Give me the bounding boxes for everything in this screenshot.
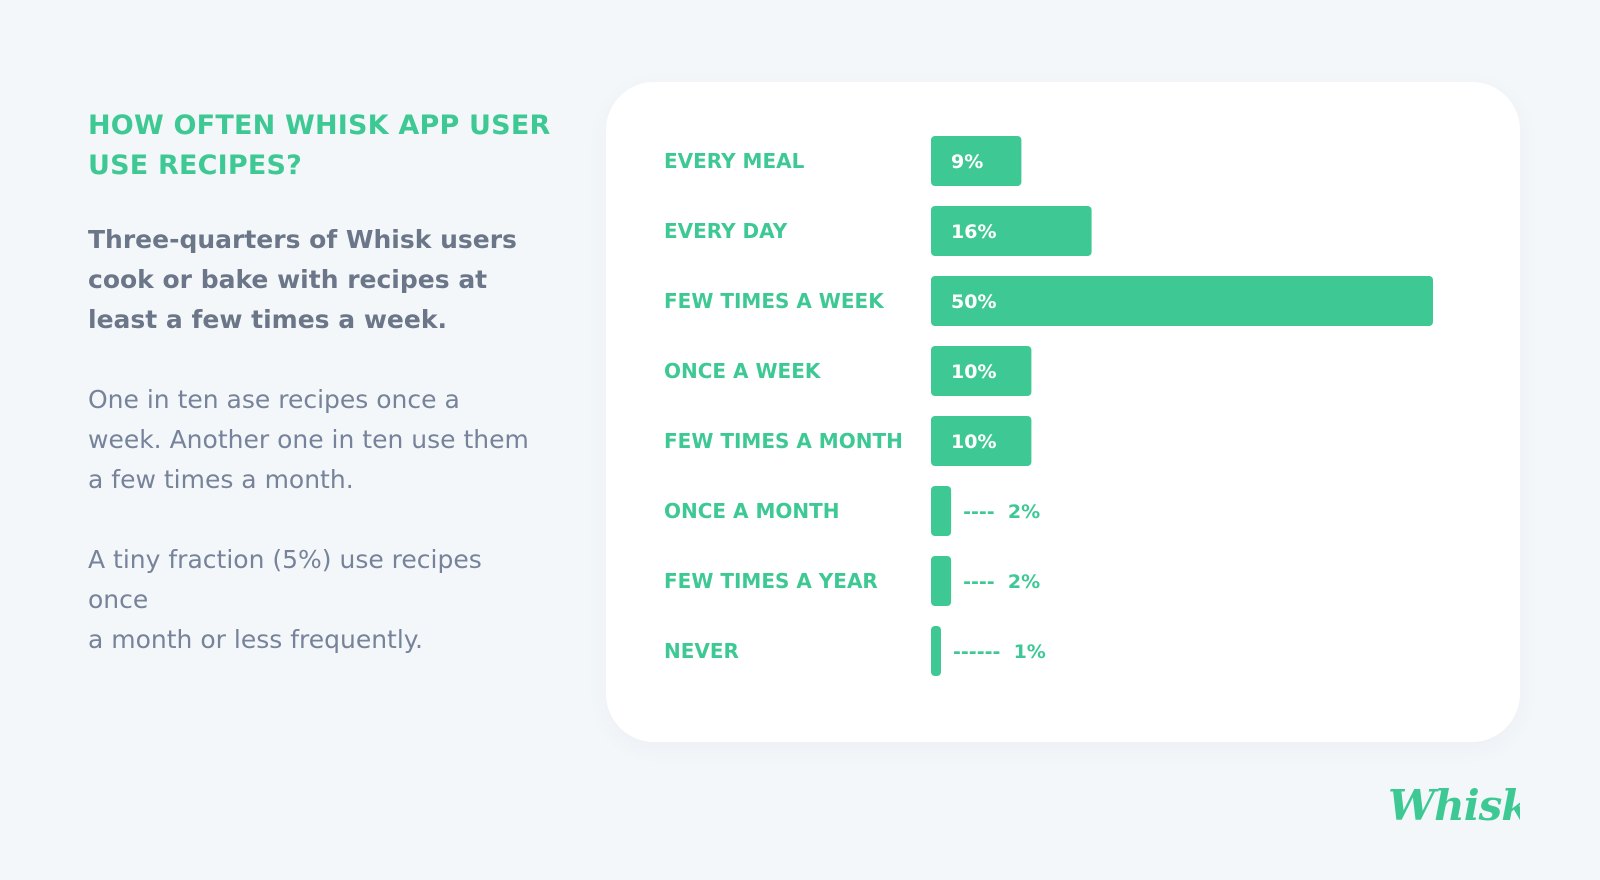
title-line-2: USE RECIPES?	[88, 150, 303, 181]
category-label: FEW TIMES A YEAR	[664, 569, 878, 593]
data-label: 50%	[951, 291, 996, 313]
para1-line-1: One in ten ase recipes once a	[88, 385, 460, 414]
para2-line-2: once	[88, 585, 149, 614]
chart-card: EVERY MEAL 9% EVERY DAY 16% FEW TIMES A WEEK…	[606, 82, 1520, 742]
bar-chart: EVERY MEAL 9% EVERY DAY 16% FEW TIMES A WEEK…	[664, 136, 1433, 676]
category-label: NEVER	[664, 639, 739, 663]
category-label: EVERY DAY	[664, 219, 788, 243]
lead-line-2: cook or bake with recipes at	[88, 265, 488, 294]
bar	[931, 416, 1032, 466]
title-line-1: HOW OFTEN WHISK APP USER	[88, 110, 551, 141]
bar	[931, 556, 952, 606]
category-label: FEW TIMES A MONTH	[664, 429, 903, 453]
bar	[931, 486, 952, 536]
para1-line-2: week. Another one in ten use them	[88, 425, 529, 454]
data-label: 10%	[951, 361, 996, 383]
category-label: ONCE A WEEK	[664, 359, 822, 383]
data-label: 9%	[951, 151, 983, 173]
para2-line-3: a month or less frequently.	[88, 625, 423, 654]
lead-statement: Three-quarters of Whisk users cook or ba…	[88, 220, 558, 340]
data-label: ------ 1%	[953, 641, 1046, 663]
data-label: ---- 2%	[963, 571, 1040, 593]
svg-text:Whisk: Whisk	[1388, 782, 1520, 830]
bar	[931, 206, 1092, 256]
data-label: 16%	[951, 221, 996, 243]
bar	[931, 626, 941, 676]
category-label: EVERY MEAL	[664, 149, 805, 173]
page-title: HOW OFTEN WHISK APP USER USE RECIPES?	[88, 106, 558, 186]
bar	[931, 276, 1433, 326]
paragraph-two: A tiny fraction (5%) use recipes once a …	[88, 540, 558, 660]
data-label: ---- 2%	[963, 501, 1040, 523]
paragraph-one: One in ten ase recipes once a week. Anot…	[88, 380, 558, 500]
left-text-panel: HOW OFTEN WHISK APP USER USE RECIPES? Th…	[88, 106, 558, 700]
lead-line-3: least a few times a week.	[88, 305, 447, 334]
bar	[931, 136, 1022, 186]
para1-line-3: a few times a month.	[88, 465, 354, 494]
bar	[931, 346, 1032, 396]
lead-line-1: Three-quarters of Whisk users	[88, 225, 517, 254]
category-label: ONCE A MONTH	[664, 499, 840, 523]
whisk-logo: Whisk	[1388, 782, 1520, 830]
para2-line-1: A tiny fraction (5%) use recipes	[88, 545, 482, 574]
category-label: FEW TIMES A WEEK	[664, 289, 885, 313]
data-label: 10%	[951, 431, 996, 453]
